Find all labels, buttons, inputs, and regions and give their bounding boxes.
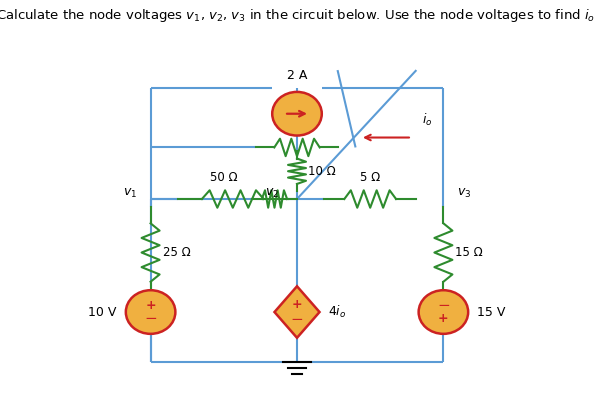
- Text: 5 Ω: 5 Ω: [360, 171, 380, 184]
- Text: 15 Ω: 15 Ω: [454, 246, 482, 259]
- Text: $v_2$: $v_2$: [265, 187, 279, 200]
- Text: +: +: [292, 298, 302, 311]
- Text: −: −: [437, 298, 450, 313]
- Text: $v_3$: $v_3$: [457, 187, 471, 200]
- Text: +: +: [438, 312, 448, 325]
- Text: +: +: [146, 299, 156, 312]
- Text: $4i_o$: $4i_o$: [328, 304, 346, 320]
- Circle shape: [419, 290, 468, 334]
- Circle shape: [126, 290, 175, 334]
- Text: 25 Ω: 25 Ω: [163, 246, 191, 259]
- Text: 2 A: 2 A: [287, 69, 307, 82]
- Text: 10 Ω: 10 Ω: [283, 119, 311, 132]
- Text: $v_1$: $v_1$: [123, 187, 137, 200]
- Text: 15 V: 15 V: [477, 306, 505, 318]
- Polygon shape: [274, 286, 320, 338]
- Text: 10 Ω: 10 Ω: [308, 165, 336, 178]
- Text: 50 Ω: 50 Ω: [210, 171, 238, 184]
- Text: $i_o$: $i_o$: [422, 111, 433, 128]
- Text: 10 V: 10 V: [89, 306, 117, 318]
- Circle shape: [272, 92, 322, 136]
- Text: −: −: [290, 312, 304, 328]
- Text: −: −: [144, 311, 157, 326]
- Text: Calculate the node voltages $v_1$, $v_2$, $v_3$ in the circuit below. Use the no: Calculate the node voltages $v_1$, $v_2$…: [0, 7, 594, 23]
